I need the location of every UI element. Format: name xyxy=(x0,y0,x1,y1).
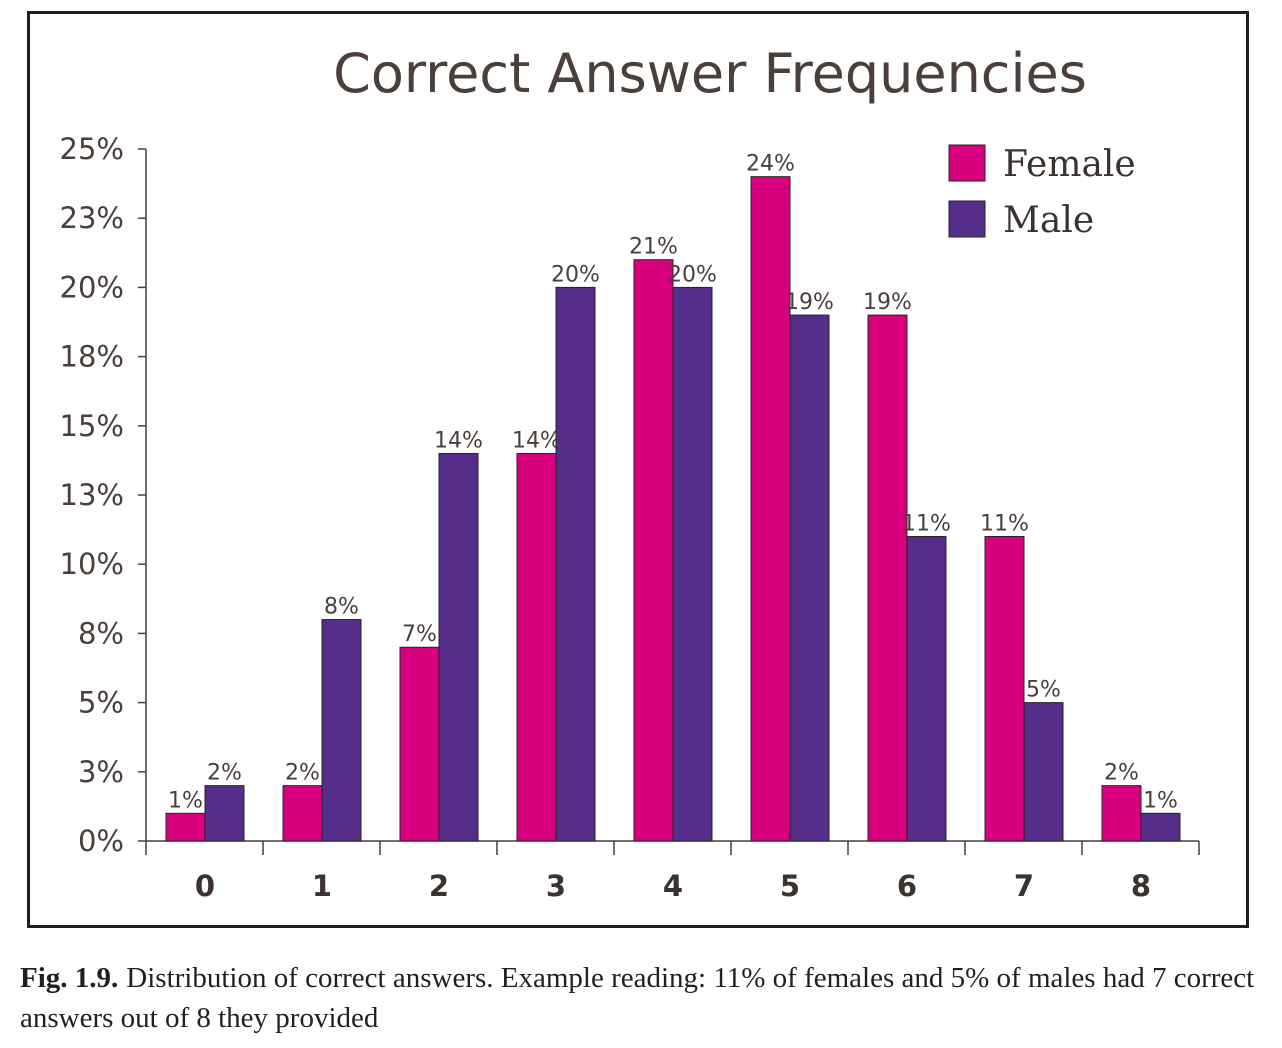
data-label-female: 2% xyxy=(1104,761,1139,786)
bar-female xyxy=(750,176,791,842)
bar-female xyxy=(984,536,1025,842)
figure-caption: Fig. 1.9. Distribution of correct answers… xyxy=(20,958,1270,1038)
bar-male xyxy=(1023,702,1064,842)
data-label-male: 1% xyxy=(1143,788,1178,813)
data-label-female: 14% xyxy=(512,428,561,453)
data-label-female: 7% xyxy=(402,622,437,647)
bar-female xyxy=(165,812,206,842)
bar-chart: Correct Answer Frequencies 0% 3% 5% 8% 10% 13%… xyxy=(60,42,1200,903)
y-tick-label: 13% xyxy=(60,478,124,512)
y-tick-label: 25% xyxy=(60,132,124,166)
bar-female xyxy=(282,785,323,842)
bar-female xyxy=(516,452,557,842)
legend-label-male: Male xyxy=(1003,200,1094,241)
data-label-female: 2% xyxy=(285,761,320,786)
data-label-male: 19% xyxy=(785,290,834,315)
data-label-female: 21% xyxy=(629,235,678,260)
y-tick-label: 3% xyxy=(78,755,124,789)
legend-swatch-female xyxy=(948,144,986,182)
figure-label: Fig. 1.9. xyxy=(20,962,119,994)
x-tick-label: 7 xyxy=(1014,869,1034,903)
bar-female xyxy=(1101,785,1142,842)
y-tick-label: 10% xyxy=(60,547,124,581)
x-tick-label: 4 xyxy=(663,869,683,903)
bar-female xyxy=(633,259,674,842)
x-tick-label: 3 xyxy=(546,869,566,903)
data-label-male: 5% xyxy=(1026,678,1061,703)
chart-title: Correct Answer Frequencies xyxy=(333,42,1087,105)
bar-male xyxy=(321,619,362,842)
bar-male xyxy=(672,286,713,842)
y-tick-label: 5% xyxy=(78,686,124,720)
data-label-male: 20% xyxy=(668,262,717,287)
x-tick-label: 2 xyxy=(429,869,449,903)
y-tick-label: 18% xyxy=(60,340,124,374)
data-label-female: 11% xyxy=(980,512,1029,537)
bar-male xyxy=(555,286,596,842)
bar-female xyxy=(867,314,908,842)
y-tick-label: 20% xyxy=(60,270,124,304)
x-tick-label: 6 xyxy=(897,869,917,903)
y-tick-label: 23% xyxy=(60,201,124,235)
data-label-male: 14% xyxy=(434,428,483,453)
x-tick-label: 5 xyxy=(780,869,800,903)
bar-male xyxy=(789,314,830,842)
bar-male xyxy=(438,452,479,842)
bar-male xyxy=(906,536,947,842)
data-label-female: 24% xyxy=(746,152,795,177)
data-label-female: 1% xyxy=(168,788,203,813)
data-label-female: 19% xyxy=(863,290,912,315)
data-label-male: 20% xyxy=(551,262,600,287)
bar-male xyxy=(1140,812,1181,842)
x-tick-label: 0 xyxy=(195,869,215,903)
legend-label-female: Female xyxy=(1003,144,1136,185)
data-label-male: 8% xyxy=(324,595,359,620)
data-label-male: 2% xyxy=(207,761,242,786)
y-tick-label: 8% xyxy=(78,616,124,650)
x-tick-label: 8 xyxy=(1131,869,1151,903)
data-label-male: 11% xyxy=(902,512,951,537)
bar-female xyxy=(399,646,440,842)
bar-male xyxy=(204,785,245,842)
y-tick-label: 15% xyxy=(60,409,124,443)
figure-caption-text: Distribution of correct answers. Example… xyxy=(20,962,1255,1034)
chart-frame: Correct Answer Frequencies 0% 3% 5% 8% 10% 13%… xyxy=(27,11,1249,928)
legend-swatch-male xyxy=(948,200,986,238)
x-tick-label: 1 xyxy=(312,869,332,903)
y-tick-label: 0% xyxy=(78,824,124,858)
